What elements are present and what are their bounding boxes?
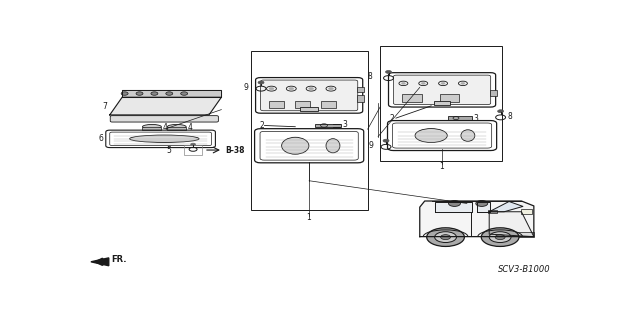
Circle shape — [121, 92, 128, 95]
Bar — [356, 95, 364, 101]
Polygon shape — [110, 97, 221, 115]
Text: 2: 2 — [390, 114, 395, 122]
Polygon shape — [477, 202, 490, 212]
Circle shape — [258, 81, 264, 84]
Bar — [380, 46, 502, 161]
Polygon shape — [489, 202, 523, 212]
Ellipse shape — [143, 124, 161, 129]
Circle shape — [136, 92, 143, 95]
Ellipse shape — [282, 137, 309, 154]
Circle shape — [401, 82, 405, 84]
Ellipse shape — [461, 130, 475, 141]
Text: 1: 1 — [440, 161, 444, 171]
Ellipse shape — [326, 139, 340, 153]
Circle shape — [440, 235, 451, 240]
Bar — [488, 210, 497, 213]
Bar — [321, 101, 336, 108]
Text: 3: 3 — [474, 114, 479, 122]
Bar — [143, 127, 161, 130]
Text: 7: 7 — [102, 101, 107, 111]
Circle shape — [289, 87, 294, 90]
Circle shape — [498, 110, 504, 113]
Bar — [448, 116, 472, 120]
Polygon shape — [489, 212, 534, 237]
Text: 4: 4 — [188, 123, 193, 132]
Bar — [300, 107, 318, 111]
Text: 6: 6 — [99, 134, 104, 143]
Bar — [403, 94, 422, 102]
Bar — [251, 51, 367, 210]
FancyBboxPatch shape — [260, 80, 358, 111]
Bar — [167, 127, 186, 130]
Text: 3: 3 — [343, 121, 348, 130]
Circle shape — [421, 82, 425, 84]
FancyBboxPatch shape — [110, 116, 218, 122]
Bar — [514, 232, 534, 237]
Circle shape — [269, 87, 274, 90]
Circle shape — [489, 232, 511, 242]
Text: 2: 2 — [260, 122, 264, 130]
Bar — [356, 87, 364, 92]
Circle shape — [449, 201, 460, 206]
Circle shape — [427, 228, 465, 247]
Circle shape — [481, 228, 519, 247]
Polygon shape — [122, 90, 221, 97]
Circle shape — [461, 82, 465, 84]
Bar — [434, 101, 450, 105]
Circle shape — [151, 92, 158, 95]
Bar — [184, 145, 202, 155]
Text: 4: 4 — [163, 123, 168, 132]
Bar — [315, 123, 341, 128]
Text: 8: 8 — [367, 72, 372, 81]
Bar — [440, 94, 460, 102]
Bar — [522, 209, 532, 214]
Ellipse shape — [167, 124, 186, 129]
Circle shape — [385, 70, 392, 73]
Circle shape — [476, 201, 488, 206]
Text: 9: 9 — [369, 141, 374, 150]
Circle shape — [180, 92, 188, 95]
Text: 1: 1 — [307, 213, 312, 222]
Circle shape — [441, 82, 445, 84]
Circle shape — [495, 235, 505, 240]
Circle shape — [328, 87, 333, 90]
Circle shape — [383, 139, 389, 142]
Circle shape — [308, 87, 314, 90]
Text: FR.: FR. — [111, 255, 126, 264]
Ellipse shape — [129, 135, 199, 142]
Text: 5: 5 — [167, 145, 172, 154]
FancyBboxPatch shape — [394, 75, 491, 105]
Bar — [295, 101, 310, 108]
Text: B-38: B-38 — [225, 145, 245, 154]
Circle shape — [435, 232, 456, 242]
Text: SCV3-B1000: SCV3-B1000 — [498, 265, 550, 274]
Bar — [490, 90, 497, 96]
Bar — [269, 101, 284, 108]
Circle shape — [191, 143, 195, 145]
Circle shape — [166, 92, 173, 95]
Text: 9: 9 — [244, 83, 248, 92]
Ellipse shape — [415, 129, 447, 143]
Polygon shape — [420, 201, 534, 237]
Polygon shape — [435, 202, 472, 212]
Polygon shape — [91, 258, 109, 266]
Text: 8: 8 — [508, 112, 512, 121]
